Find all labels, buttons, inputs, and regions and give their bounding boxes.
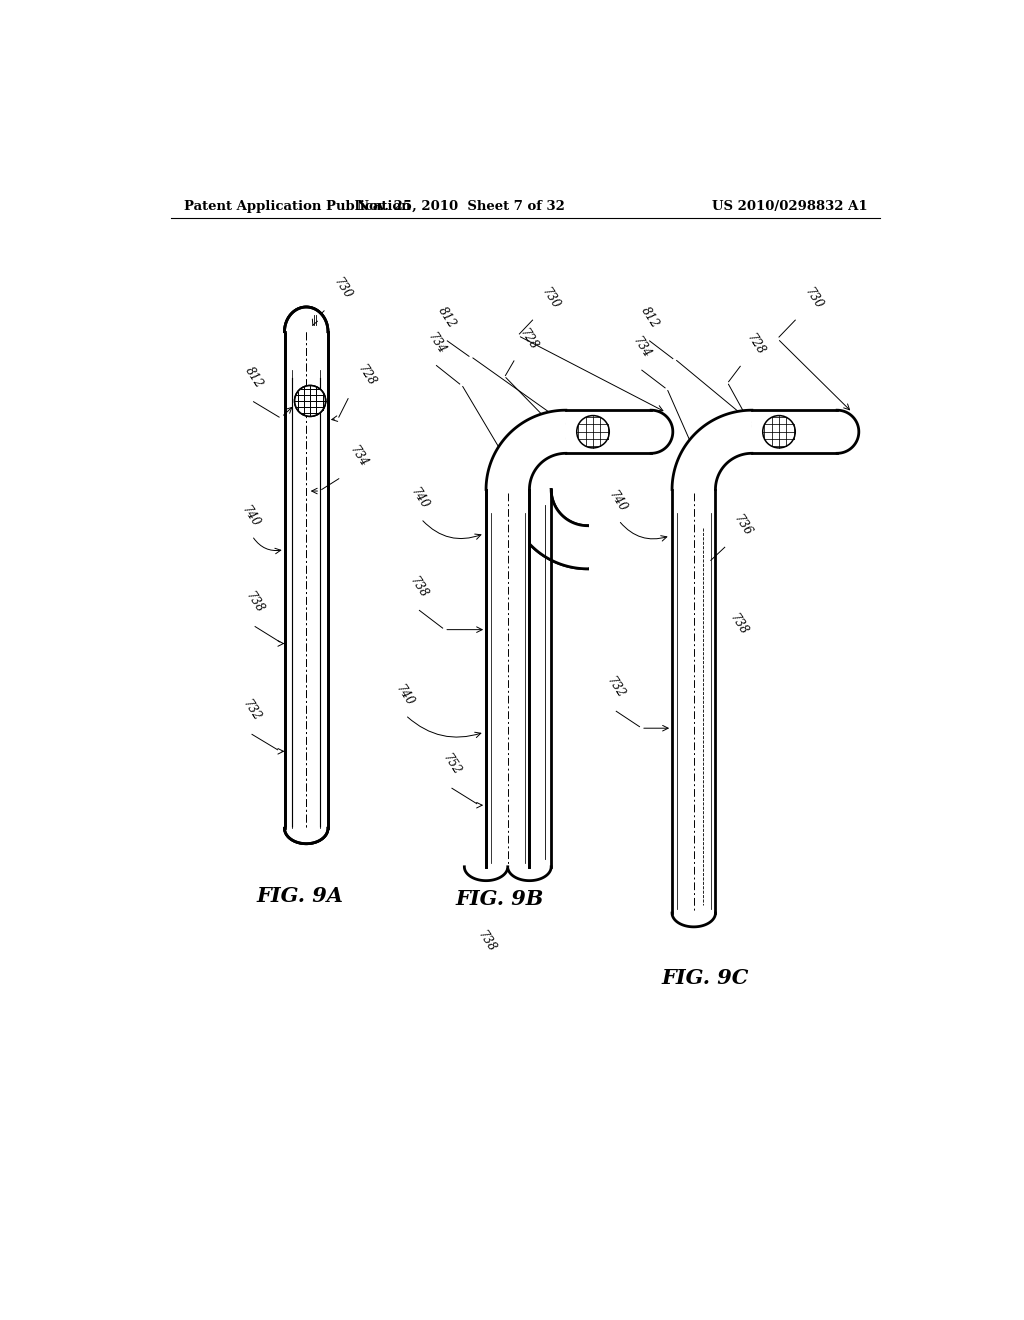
Polygon shape [285, 829, 328, 843]
Text: 740: 740 [606, 488, 630, 513]
Polygon shape [838, 411, 859, 453]
Text: FIG. 9B: FIG. 9B [456, 890, 544, 909]
Circle shape [763, 416, 796, 447]
Text: 728: 728 [517, 326, 541, 352]
Text: 730: 730 [802, 285, 825, 312]
Polygon shape [508, 490, 588, 569]
Text: US 2010/0298832 A1: US 2010/0298832 A1 [713, 199, 868, 213]
Text: Nov. 25, 2010  Sheet 7 of 32: Nov. 25, 2010 Sheet 7 of 32 [357, 199, 565, 213]
Text: 740: 740 [393, 682, 416, 708]
Text: 812: 812 [638, 305, 662, 331]
Text: 740: 740 [239, 503, 262, 529]
Text: 734: 734 [630, 334, 653, 360]
Text: 738: 738 [243, 590, 266, 615]
Text: FIG. 9A: FIG. 9A [257, 886, 343, 906]
Text: 728: 728 [355, 363, 378, 388]
Text: 738: 738 [407, 574, 430, 601]
Text: 734: 734 [347, 444, 371, 470]
Circle shape [577, 416, 609, 447]
Text: 730: 730 [539, 285, 562, 312]
Text: FIG. 9C: FIG. 9C [662, 969, 750, 989]
Polygon shape [238, 304, 375, 851]
Text: 738: 738 [727, 611, 751, 638]
Circle shape [295, 385, 326, 416]
Text: 752: 752 [440, 751, 464, 777]
Text: 732: 732 [241, 697, 263, 723]
Text: 740: 740 [409, 486, 432, 512]
Text: 732: 732 [604, 675, 627, 701]
Polygon shape [566, 411, 651, 453]
Text: 730: 730 [331, 276, 354, 301]
Polygon shape [651, 411, 673, 453]
Polygon shape [486, 411, 566, 490]
Text: 812: 812 [435, 305, 459, 331]
Polygon shape [508, 867, 551, 880]
Polygon shape [672, 490, 716, 913]
Text: 738: 738 [475, 928, 499, 954]
Text: 812: 812 [242, 364, 265, 391]
Text: 734: 734 [425, 330, 447, 356]
Polygon shape [285, 829, 328, 843]
Circle shape [295, 385, 326, 416]
Polygon shape [752, 411, 838, 453]
Text: 736: 736 [731, 512, 754, 539]
Polygon shape [672, 411, 752, 490]
Polygon shape [486, 490, 529, 867]
Text: Patent Application Publication: Patent Application Publication [183, 199, 411, 213]
Polygon shape [285, 308, 328, 331]
Text: 728: 728 [744, 331, 767, 358]
